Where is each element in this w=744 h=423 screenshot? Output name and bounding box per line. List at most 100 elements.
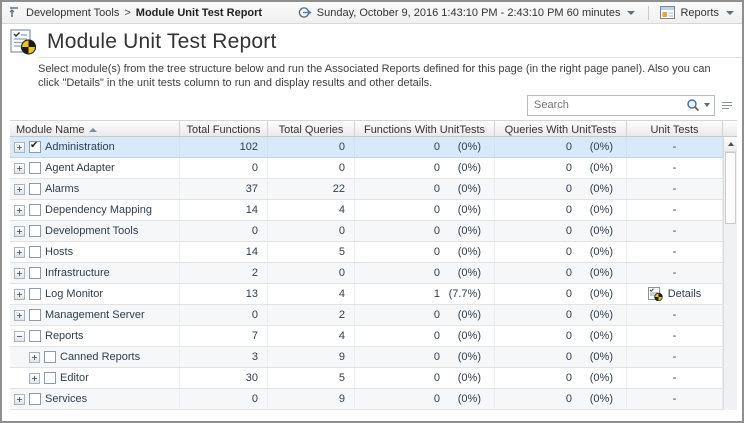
tree-expander-icon[interactable] xyxy=(14,183,25,195)
search-icon[interactable] xyxy=(686,98,700,112)
search-input[interactable] xyxy=(534,99,686,111)
row-checkbox[interactable] xyxy=(29,246,41,258)
table-row[interactable]: Agent Adapter 0 0 0 (0%) 0 (0%) - xyxy=(10,158,723,179)
module-name-label: Hosts xyxy=(45,246,74,258)
row-checkbox[interactable] xyxy=(29,140,41,153)
queries-with-unittests-cell: 0 (0%) xyxy=(495,347,627,367)
row-checkbox[interactable] xyxy=(29,162,41,174)
unit-tests-cell: - xyxy=(627,221,723,241)
tree-expander-icon[interactable] xyxy=(14,393,25,405)
column-header-total-queries[interactable]: Total Queries xyxy=(268,121,355,136)
tree-expander-icon[interactable] xyxy=(14,225,25,237)
title-divider xyxy=(38,57,742,58)
functions-with-unittests-cell: 0 (0%) xyxy=(355,305,495,325)
unit-tests-value: Details xyxy=(667,288,702,300)
breadcrumb-parent[interactable]: Development Tools xyxy=(26,6,120,19)
row-checkbox[interactable] xyxy=(29,309,41,321)
tree-expander-icon[interactable] xyxy=(14,204,25,216)
queries-with-percent: (0%) xyxy=(589,246,613,258)
reports-dropdown-icon[interactable] xyxy=(726,10,734,15)
row-checkbox[interactable] xyxy=(44,372,56,384)
table-row[interactable]: Services 0 9 0 (0%) 0 (0%) - xyxy=(10,389,723,410)
search-box[interactable] xyxy=(527,94,715,116)
functions-with-unittests-cell: 1 (7.7%) xyxy=(355,284,495,304)
table-row[interactable]: Hosts 14 5 0 (0%) 0 (0%) - xyxy=(10,242,723,263)
tree-expander-icon[interactable] xyxy=(14,288,25,300)
tree-expander-icon[interactable] xyxy=(14,162,25,174)
queries-with-percent: (0%) xyxy=(589,267,613,279)
functions-with-count: 0 xyxy=(433,225,440,237)
table-row[interactable]: Infrastructure 2 0 0 (0%) 0 (0%) - xyxy=(10,263,723,284)
tree-expander-icon[interactable] xyxy=(14,330,25,342)
queries-with-count: 0 xyxy=(565,372,572,384)
search-dropdown-icon[interactable] xyxy=(704,103,710,107)
table-row[interactable]: Development Tools 0 0 0 (0%) 0 (0%) - xyxy=(10,221,723,242)
up-level-icon[interactable] xyxy=(8,6,22,19)
table-row[interactable]: Canned Reports 3 9 0 (0%) 0 (0%) - xyxy=(10,347,723,368)
module-name-label: Infrastructure xyxy=(45,267,110,279)
column-header-total-functions[interactable]: Total Functions xyxy=(180,121,268,136)
total-queries-value: 4 xyxy=(268,284,355,304)
row-checkbox[interactable] xyxy=(29,288,41,300)
module-name-label: Reports xyxy=(45,330,84,342)
column-header-functions-with-unittests[interactable]: Functions With UnitTests xyxy=(355,121,495,136)
total-queries-value: 0 xyxy=(268,158,355,178)
row-checkbox[interactable] xyxy=(29,204,41,216)
scrollbar-thumb[interactable] xyxy=(725,152,736,224)
queries-with-count: 0 xyxy=(565,246,572,258)
column-header-module-name[interactable]: Module Name xyxy=(10,121,180,136)
table-row[interactable]: Dependency Mapping 14 4 0 (0%) 0 (0%) - xyxy=(10,200,723,221)
tree-expander-icon[interactable] xyxy=(14,309,25,321)
unit-tests-value: - xyxy=(672,246,677,258)
table-row[interactable]: Reports 7 4 0 (0%) 0 (0%) - xyxy=(10,326,723,347)
total-functions-value: 0 xyxy=(180,389,268,409)
page-title: Module Unit Test Report xyxy=(47,30,277,53)
total-queries-value: 2 xyxy=(268,305,355,325)
unit-tests-cell: - xyxy=(627,389,723,409)
functions-with-count: 0 xyxy=(433,351,440,363)
total-functions-value: 0 xyxy=(180,221,268,241)
column-header-queries-with-unittests[interactable]: Queries With UnitTests xyxy=(495,121,627,136)
row-checkbox[interactable] xyxy=(29,183,41,195)
breadcrumb-separator: > xyxy=(124,6,131,19)
grid-toolbar xyxy=(2,90,742,120)
row-checkbox[interactable] xyxy=(29,225,41,237)
row-checkbox[interactable] xyxy=(29,393,41,405)
unit-tests-value: - xyxy=(672,183,677,195)
row-checkbox[interactable] xyxy=(29,267,41,279)
total-queries-value: 4 xyxy=(268,326,355,346)
functions-with-count: 0 xyxy=(433,162,440,174)
table-row[interactable]: Management Server 0 2 0 (0%) 0 (0%) - xyxy=(10,305,723,326)
module-table: Module Name Total Functions Total Querie… xyxy=(10,120,737,410)
queries-with-count: 0 xyxy=(565,204,572,216)
vertical-scrollbar[interactable] xyxy=(723,137,737,410)
queries-with-percent: (0%) xyxy=(589,183,613,195)
tree-expander-icon[interactable] xyxy=(29,351,40,363)
queries-with-count: 0 xyxy=(565,351,572,363)
scroll-up-button[interactable] xyxy=(724,137,737,152)
column-menu-icon[interactable] xyxy=(721,98,735,112)
total-functions-value: 0 xyxy=(180,158,268,178)
row-checkbox[interactable] xyxy=(44,351,56,363)
unit-tests-value: - xyxy=(672,162,677,174)
table-row[interactable]: Log Monitor 13 4 1 (7.7%) 0 (0%) Details xyxy=(10,284,723,305)
tree-expander-icon[interactable] xyxy=(29,372,40,384)
table-row[interactable]: Administration 102 0 0 (0%) 0 (0%) - xyxy=(10,137,723,158)
table-row[interactable]: Alarms 37 22 0 (0%) 0 (0%) - xyxy=(10,179,723,200)
unit-tests-value: - xyxy=(672,351,677,363)
table-row[interactable]: Editor 30 5 0 (0%) 0 (0%) - xyxy=(10,368,723,389)
time-range-label[interactable]: Sunday, October 9, 2016 1:43:10 PM - 2:4… xyxy=(316,6,621,19)
queries-with-percent: (0%) xyxy=(589,141,613,153)
reports-button-label[interactable]: Reports xyxy=(680,6,719,19)
time-range-dropdown-icon[interactable] xyxy=(627,10,636,15)
details-link[interactable]: Details xyxy=(627,284,723,304)
reports-icon xyxy=(660,6,676,19)
tree-expander-icon[interactable] xyxy=(14,267,25,279)
tree-expander-icon[interactable] xyxy=(14,141,25,153)
queries-with-unittests-cell: 0 (0%) xyxy=(495,263,627,283)
unit-tests-cell: - xyxy=(627,179,723,199)
tree-expander-icon[interactable] xyxy=(14,246,25,258)
row-checkbox[interactable] xyxy=(29,330,41,342)
column-header-unit-tests[interactable]: Unit Tests xyxy=(627,121,723,136)
time-range-icon xyxy=(298,6,312,19)
